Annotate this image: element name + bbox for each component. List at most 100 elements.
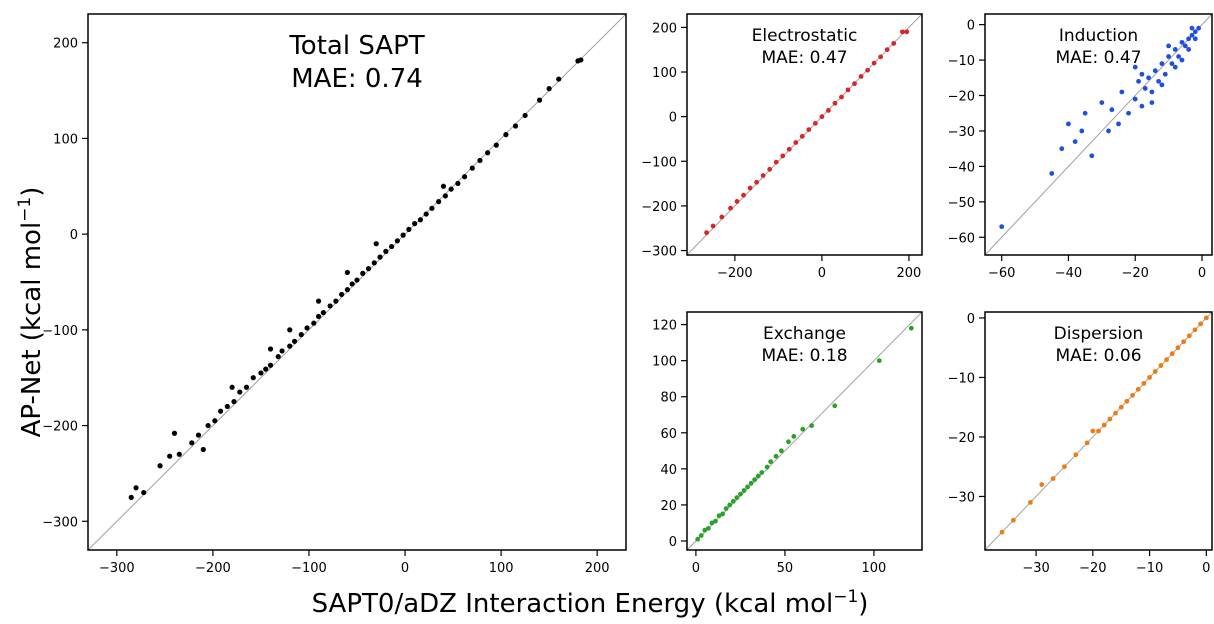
data-point: [832, 403, 838, 409]
y-tick-label: 100: [652, 66, 677, 81]
panel-title: Induction: [1059, 26, 1138, 46]
y-tick-label: 40: [660, 463, 677, 478]
data-point: [791, 434, 797, 439]
data-point: [1062, 464, 1067, 470]
panel-title: Exchange: [763, 324, 846, 344]
x-tick-label: −300: [99, 561, 135, 576]
y-tick-label: 60: [660, 427, 677, 442]
data-point: [275, 354, 281, 360]
data-point: [1152, 68, 1158, 74]
data-point: [1181, 339, 1187, 345]
data-point: [267, 346, 274, 352]
data-point: [536, 97, 543, 103]
data-point: [237, 389, 243, 395]
plot-area: [687, 312, 922, 550]
data-point: [377, 254, 383, 260]
data-point: [1124, 398, 1130, 404]
data-point: [1166, 43, 1172, 49]
data-point: [250, 375, 256, 381]
data-point: [455, 180, 461, 187]
data-point: [448, 186, 454, 192]
data-point: [1059, 146, 1065, 152]
data-point: [512, 123, 519, 129]
data-point: [1132, 64, 1138, 70]
data-point: [195, 432, 202, 438]
data-point: [493, 142, 499, 148]
y-tick-label: 0: [669, 111, 677, 126]
data-point: [440, 183, 447, 189]
data-point: [243, 384, 250, 390]
data-point: [819, 114, 825, 120]
data-point: [734, 495, 740, 501]
data-point: [1152, 369, 1158, 374]
data-point: [462, 174, 468, 180]
data-point: [800, 426, 806, 432]
data-point: [311, 320, 317, 326]
data-point: [360, 270, 366, 276]
data-point: [705, 525, 711, 531]
data-point: [1189, 25, 1195, 31]
data-point: [200, 446, 206, 453]
data-point: [695, 536, 701, 542]
y-axis-label: AP-Net (kcal mol−1): [15, 187, 47, 438]
data-point: [1039, 482, 1045, 487]
data-point: [1186, 36, 1192, 42]
y-tick-label: 0: [967, 19, 975, 34]
data-point: [1149, 89, 1155, 95]
data-point: [1156, 78, 1161, 84]
data-point: [1169, 351, 1175, 357]
x-tick-label: −200: [717, 266, 753, 281]
data-point: [1179, 39, 1185, 45]
data-point: [315, 298, 322, 304]
data-point: [793, 140, 799, 145]
data-point: [298, 332, 304, 338]
data-point: [716, 513, 722, 519]
data-point: [333, 298, 339, 304]
data-point: [871, 60, 877, 66]
y-tick-label: −30: [948, 490, 975, 505]
data-point: [1073, 452, 1079, 458]
data-point: [748, 480, 754, 486]
data-point: [723, 506, 729, 511]
data-point: [546, 86, 552, 92]
data-point: [354, 277, 360, 283]
data-point: [1139, 71, 1145, 77]
data-point: [267, 362, 274, 368]
data-point: [745, 484, 750, 490]
x-tick-label: −20: [1122, 266, 1149, 281]
panel-title: Dispersion: [1054, 324, 1144, 344]
y-tick-label: 0: [669, 535, 677, 550]
data-point: [752, 477, 758, 483]
plot-frame: [686, 13, 923, 256]
data-point: [1139, 103, 1145, 109]
data-point: [826, 108, 831, 113]
data-point: [365, 266, 372, 272]
data-point: [778, 448, 784, 454]
data-point: [1186, 47, 1192, 52]
panel-electrostatic: −200 0 200 −300 −200 −100 0 100 200 Electrostatic…: [641, 13, 923, 281]
data-point: [1159, 82, 1165, 88]
data-point: [876, 358, 882, 364]
x-axis-label: SAPT0/aDZ Interaction Energy (kcal mol−1…: [312, 587, 869, 619]
data-point: [485, 150, 491, 156]
data-point: [1164, 357, 1169, 362]
data-point: [1176, 54, 1182, 59]
data-point: [1079, 128, 1085, 134]
y-tick-label: 100: [652, 355, 677, 370]
data-point: [315, 313, 322, 320]
x-tick-label: 100: [862, 561, 887, 576]
data-point: [1182, 43, 1188, 49]
data-point: [999, 224, 1005, 230]
data-point: [1028, 500, 1033, 505]
y-tick-label: −200: [42, 420, 78, 435]
data-point: [1142, 86, 1148, 91]
y-tick-label: −20: [948, 90, 975, 105]
panel-title: Total SAPT: [288, 31, 424, 61]
data-point: [768, 459, 774, 465]
data-point: [738, 491, 743, 497]
data-point: [773, 159, 779, 165]
data-point: [764, 464, 770, 470]
data-point: [224, 403, 230, 410]
data-point: [812, 120, 818, 126]
